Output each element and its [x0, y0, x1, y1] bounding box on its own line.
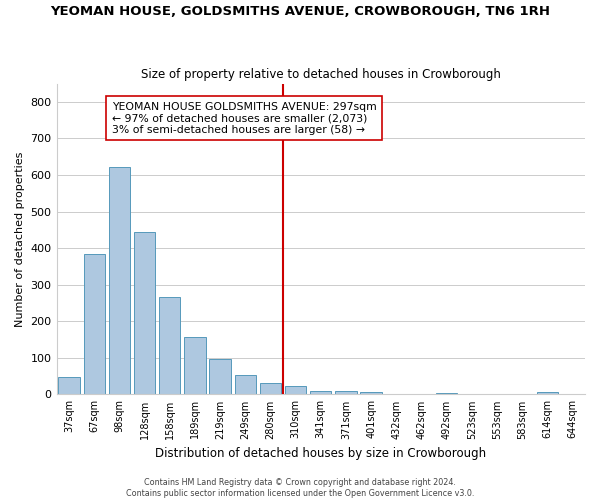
Y-axis label: Number of detached properties: Number of detached properties [15, 152, 25, 326]
Text: Contains HM Land Registry data © Crown copyright and database right 2024.
Contai: Contains HM Land Registry data © Crown c… [126, 478, 474, 498]
Bar [159, 297, 181, 394]
Bar [260, 382, 281, 394]
Bar [536, 392, 558, 394]
Bar [58, 377, 80, 394]
Bar [361, 392, 382, 394]
Bar [134, 232, 155, 394]
Bar [109, 167, 130, 394]
Bar [83, 254, 105, 394]
Bar [184, 337, 206, 394]
Text: YEOMAN HOUSE GOLDSMITHS AVENUE: 297sqm
← 97% of detached houses are smaller (2,0: YEOMAN HOUSE GOLDSMITHS AVENUE: 297sqm ←… [112, 102, 377, 135]
Bar [436, 392, 457, 394]
Bar [209, 358, 231, 394]
Bar [285, 386, 307, 394]
Title: Size of property relative to detached houses in Crowborough: Size of property relative to detached ho… [141, 68, 501, 81]
Text: YEOMAN HOUSE, GOLDSMITHS AVENUE, CROWBOROUGH, TN6 1RH: YEOMAN HOUSE, GOLDSMITHS AVENUE, CROWBOR… [50, 5, 550, 18]
Bar [310, 391, 331, 394]
Bar [335, 391, 356, 394]
Bar [235, 376, 256, 394]
X-axis label: Distribution of detached houses by size in Crowborough: Distribution of detached houses by size … [155, 447, 487, 460]
